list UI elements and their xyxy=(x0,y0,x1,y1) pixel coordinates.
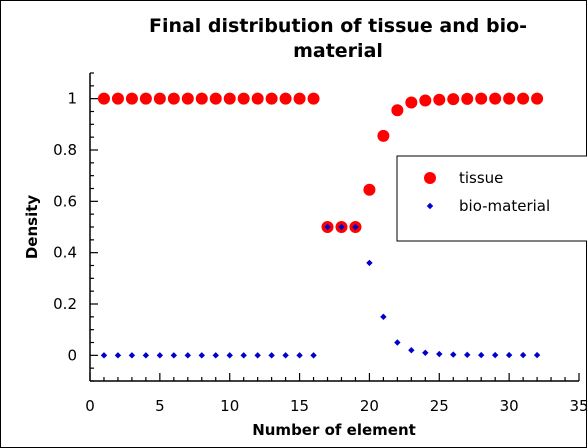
bio-material-point xyxy=(519,351,527,359)
chart-title-line-2: material xyxy=(293,40,383,62)
tissue-point xyxy=(209,92,222,105)
legend-bio-material-marker xyxy=(426,202,434,210)
bio-material-point xyxy=(478,351,485,359)
x-tick-label: 0 xyxy=(85,397,95,415)
bio-material-point xyxy=(184,352,191,359)
y-tick-label: 0.4 xyxy=(53,244,77,262)
tissue-point xyxy=(153,92,166,105)
y-axis-label: Density xyxy=(23,195,41,260)
tissue-point xyxy=(447,93,460,106)
tissue-point xyxy=(97,92,110,105)
tissue-point xyxy=(111,92,124,105)
bio-material-point xyxy=(338,223,345,231)
legend-tissue-marker xyxy=(424,172,436,184)
x-axis-label: Number of element xyxy=(252,421,416,439)
tissue-point xyxy=(265,92,278,105)
tissue-point xyxy=(363,183,376,196)
bio-material-point xyxy=(533,351,541,359)
x-tick-label: 15 xyxy=(290,397,309,415)
bio-material-point xyxy=(408,347,415,354)
bio-material-point xyxy=(422,349,429,356)
y-tick-label: 1 xyxy=(67,90,77,108)
bio-material-point xyxy=(142,352,150,359)
bio-material-point xyxy=(366,259,373,267)
bio-material-point xyxy=(352,223,359,231)
bio-material-point xyxy=(310,352,317,359)
tissue-point xyxy=(139,92,152,105)
tissue-point xyxy=(475,92,488,105)
bio-material-point xyxy=(226,352,233,359)
tissue-point xyxy=(223,92,236,105)
bio-material-point xyxy=(394,339,401,346)
bio-material-point xyxy=(128,352,136,359)
bio-material-point xyxy=(282,352,289,359)
y-tick-label: 0.2 xyxy=(53,295,77,313)
bio-material-point xyxy=(170,352,178,359)
tissue-point xyxy=(489,92,502,105)
x-tick-label: 10 xyxy=(220,397,239,415)
tissue-point xyxy=(461,92,474,105)
axes: 0 5 10 15 20 25 30 35 0 0.2 0.4 0.6 0.8 1 xyxy=(53,72,587,415)
tissue-point xyxy=(405,96,418,109)
x-tick-label: 35 xyxy=(569,397,587,415)
tissue-point xyxy=(195,92,208,105)
data-marks xyxy=(97,92,544,359)
tissue-point xyxy=(237,92,250,105)
tissue-point xyxy=(279,92,292,105)
bio-material-point xyxy=(436,350,443,358)
bio-material-point xyxy=(114,352,122,359)
tissue-point xyxy=(391,104,404,117)
bio-material-point xyxy=(254,352,261,359)
tissue-point xyxy=(293,92,306,105)
bio-material-point xyxy=(491,351,499,359)
tissue-point xyxy=(419,94,432,107)
tissue-point xyxy=(181,92,194,105)
bio-material-point xyxy=(450,351,457,358)
tissue-point xyxy=(531,92,544,105)
legend: tissue bio-material xyxy=(396,155,587,242)
tissue-point xyxy=(503,92,516,105)
bio-material-point xyxy=(100,352,108,359)
chart-title-line-1: Final distribution of tissue and bio- xyxy=(149,15,527,37)
tissue-point xyxy=(517,92,530,105)
bio-material-point xyxy=(296,352,303,359)
bio-material-point xyxy=(268,352,275,359)
tissue-point xyxy=(125,92,138,105)
bio-material-point xyxy=(198,352,205,359)
bio-material-point xyxy=(464,351,471,359)
tissue-point xyxy=(377,129,390,142)
y-tick-label: 0 xyxy=(67,346,77,364)
legend-label: tissue xyxy=(459,169,503,187)
x-tick-label: 30 xyxy=(500,397,519,415)
y-tick-label: 0.6 xyxy=(53,192,77,210)
tissue-point xyxy=(251,92,264,105)
bio-material-point xyxy=(380,313,387,321)
bio-material-point xyxy=(505,351,513,359)
legend-label: bio-material xyxy=(459,197,550,215)
y-tick-label: 0.8 xyxy=(53,141,77,159)
x-tick-label: 25 xyxy=(430,397,449,415)
tissue-point xyxy=(167,92,180,105)
bio-material-point xyxy=(212,352,219,359)
x-tick-label: 5 xyxy=(155,397,165,415)
bio-material-point xyxy=(156,352,164,359)
x-tick-label: 20 xyxy=(360,397,379,415)
bio-material-point xyxy=(240,352,247,359)
tissue-point xyxy=(307,92,320,105)
tissue-point xyxy=(433,93,446,106)
bio-material-point xyxy=(324,223,331,231)
legend-box xyxy=(396,155,587,242)
